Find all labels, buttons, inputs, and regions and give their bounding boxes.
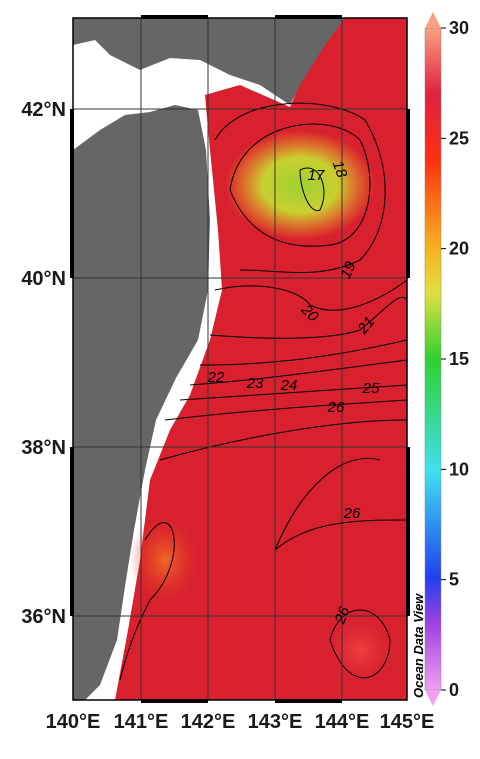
colorbar-tick-label: 25 <box>449 128 469 148</box>
contour-label: 18 <box>329 158 351 180</box>
colorbar-arrow <box>425 12 441 28</box>
contour-label: 26 <box>327 399 345 416</box>
contour-label: 19 <box>337 258 360 281</box>
colorbar-arrow <box>425 690 441 706</box>
warm-patch <box>130 515 200 605</box>
watermark: Ocean Data View <box>411 593 426 698</box>
map-area <box>73 18 407 700</box>
contour-label: 22 <box>207 369 225 386</box>
colorbar-tick-label: 0 <box>449 680 459 700</box>
longitude-label: 144°E <box>315 711 370 733</box>
colorbar-tick-label: 5 <box>449 570 459 590</box>
latitude-label: 38°N <box>21 437 66 459</box>
contours <box>119 102 407 681</box>
contour-label: 23 <box>246 375 264 392</box>
contour-label: 24 <box>280 377 298 394</box>
colorbar-tick-label: 30 <box>449 18 469 38</box>
longitude-label: 142°E <box>181 711 236 733</box>
contour-label: 25 <box>362 380 380 397</box>
latitude-label: 36°N <box>21 606 66 628</box>
colorbar-tick-label: 15 <box>449 349 469 369</box>
latitude-label: 40°N <box>21 268 66 290</box>
contour-label: 17 <box>308 167 325 184</box>
contour-label: 26 <box>343 505 361 522</box>
colorbar <box>424 27 442 691</box>
longitude-label: 140°E <box>46 711 101 733</box>
map-frame <box>72 17 408 701</box>
longitude-label: 145°E <box>380 711 435 733</box>
frame-ticks <box>70 15 410 703</box>
contour-label: 26 <box>331 604 353 627</box>
longitude-label: 143°E <box>248 711 303 733</box>
latitude-label: 42°N <box>21 99 66 121</box>
graticule <box>73 18 407 700</box>
colorbar-tick-label: 20 <box>449 239 469 259</box>
cool-patch <box>225 130 375 240</box>
colorbar-tick-label: 10 <box>449 459 469 479</box>
longitude-label: 141°E <box>114 711 169 733</box>
